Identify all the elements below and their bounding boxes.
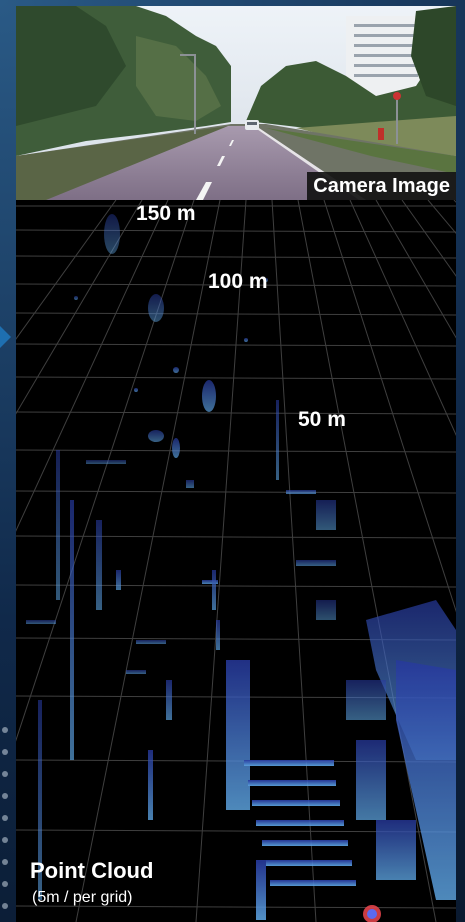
camera-image-label: Camera Image xyxy=(307,172,456,200)
decorative-dots xyxy=(2,727,8,909)
point-cloud-title: Point Cloud xyxy=(30,858,154,883)
arrow-marker-icon xyxy=(0,326,11,348)
point-cloud-view xyxy=(16,200,456,922)
camera-image-panel: Camera Image xyxy=(16,6,456,200)
point-cloud-panel: 150 m 100 m 50 m Point Cloud (5m / per g… xyxy=(16,200,456,922)
camera-image xyxy=(16,6,456,200)
distance-label-50m: 50 m xyxy=(298,408,346,431)
distance-label-150m: 150 m xyxy=(136,202,196,225)
lidar-points xyxy=(26,214,456,920)
point-cloud-subtitle: (5m / per grid) xyxy=(32,889,133,906)
distance-label-100m: 100 m xyxy=(208,270,268,293)
